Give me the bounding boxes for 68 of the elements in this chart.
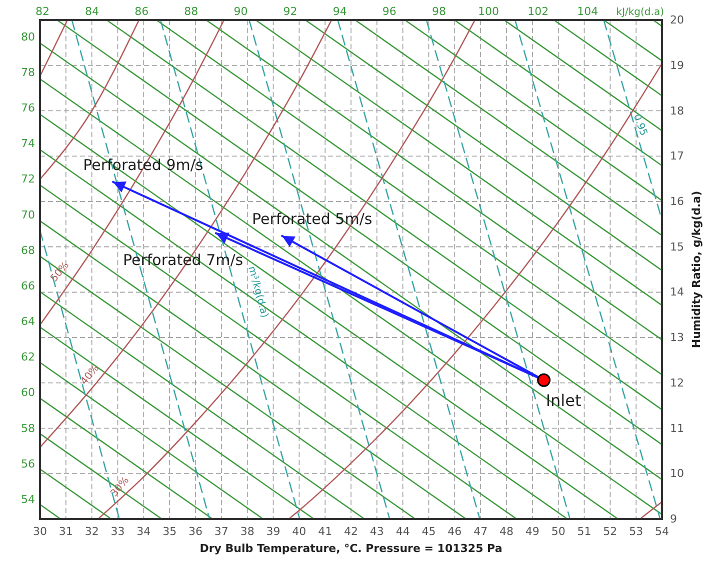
y2-tick-label: 70 bbox=[21, 208, 35, 222]
series-label: Inlet bbox=[546, 391, 582, 410]
x-tick-label: 36 bbox=[188, 524, 202, 538]
x-tick-label: 42 bbox=[344, 524, 358, 538]
x2-tick-label: 102 bbox=[528, 5, 549, 18]
y-tick-label: 19 bbox=[670, 58, 684, 72]
x-tick-label: 51 bbox=[577, 524, 592, 538]
y2-tick-label: 64 bbox=[21, 315, 35, 328]
x-tick-label: 50 bbox=[551, 524, 566, 538]
x-tick-label: 48 bbox=[500, 524, 514, 538]
y-tick-label: 15 bbox=[670, 240, 684, 254]
y2-tick-label: 78 bbox=[21, 66, 35, 79]
x-tick-label: 41 bbox=[318, 524, 332, 538]
x-tick-label: 54 bbox=[655, 524, 669, 538]
y-tick-label: 9 bbox=[670, 512, 677, 526]
y-tick-label: 16 bbox=[670, 194, 684, 208]
x-tick-label: 32 bbox=[84, 524, 99, 538]
y-tick-label: 12 bbox=[670, 376, 684, 390]
x-tick-label: 35 bbox=[162, 524, 177, 538]
x-tick-label: 44 bbox=[396, 524, 410, 538]
x-tick-label: 30 bbox=[33, 524, 47, 538]
y2-tick-label: 54 bbox=[21, 492, 35, 506]
x-tick-label: 34 bbox=[136, 524, 151, 538]
y2-tick-label: 56 bbox=[21, 457, 35, 470]
y-tick-label: 10 bbox=[670, 467, 684, 480]
x2-tick-label: 86 bbox=[134, 5, 149, 18]
y-tick-label: 20 bbox=[670, 14, 684, 27]
y-axis-title: Humidity Ratio, g/kg(d.a) bbox=[690, 190, 703, 348]
x2-axis-title: kJ/kg(d.a) bbox=[616, 7, 664, 18]
y-tick-label: 17 bbox=[670, 150, 684, 163]
x-axis-title: Dry Bulb Temperature, °C. Pressure = 101325 Pa bbox=[200, 542, 502, 555]
x-tick-label: 47 bbox=[474, 524, 488, 538]
y-tick-label: 18 bbox=[670, 104, 684, 118]
x-tick-label: 37 bbox=[214, 524, 228, 538]
x-tick-label: 53 bbox=[629, 524, 644, 538]
x2-tick-label: 104 bbox=[577, 5, 598, 18]
x-tick-label: 33 bbox=[110, 524, 125, 538]
y2-tick-label: 62 bbox=[21, 350, 35, 364]
x-tick-label: 38 bbox=[240, 524, 254, 538]
x-tick-label: 45 bbox=[422, 524, 436, 538]
x2-tick-label: 100 bbox=[478, 5, 500, 18]
annotation: 0.95 bbox=[630, 112, 649, 138]
y2-tick-label: 74 bbox=[21, 137, 35, 150]
x2-tick-label: 98 bbox=[432, 5, 446, 18]
y-tick-label: 11 bbox=[670, 422, 684, 435]
x2-tick-label: 88 bbox=[184, 5, 198, 18]
x2-tick-label: 94 bbox=[332, 5, 347, 18]
x-tick-label: 31 bbox=[58, 524, 73, 538]
x2-tick-label: 96 bbox=[382, 5, 396, 18]
x2-tick-label: 82 bbox=[35, 5, 50, 18]
y-tick-label: 14 bbox=[670, 286, 684, 299]
x-tick-label: 49 bbox=[525, 524, 540, 538]
x2-tick-label: 90 bbox=[234, 5, 248, 18]
y2-tick-label: 72 bbox=[21, 172, 35, 186]
y2-tick-label: 68 bbox=[21, 244, 35, 257]
x-tick-label: 52 bbox=[603, 524, 618, 538]
x2-tick-label: 92 bbox=[283, 5, 298, 18]
y2-tick-label: 60 bbox=[21, 386, 35, 400]
y2-tick-label: 76 bbox=[21, 102, 35, 115]
y2-tick-label: 80 bbox=[21, 30, 35, 44]
x-tick-label: 46 bbox=[448, 524, 462, 538]
y-tick-label: 13 bbox=[670, 331, 684, 344]
x2-tick-label: 84 bbox=[85, 5, 100, 18]
y2-tick-label: 66 bbox=[21, 279, 35, 292]
x-tick-label: 39 bbox=[266, 524, 280, 538]
x-tick-label: 43 bbox=[370, 524, 384, 538]
y2-tick-label: 58 bbox=[21, 422, 35, 435]
x-tick-label: 40 bbox=[292, 524, 306, 538]
